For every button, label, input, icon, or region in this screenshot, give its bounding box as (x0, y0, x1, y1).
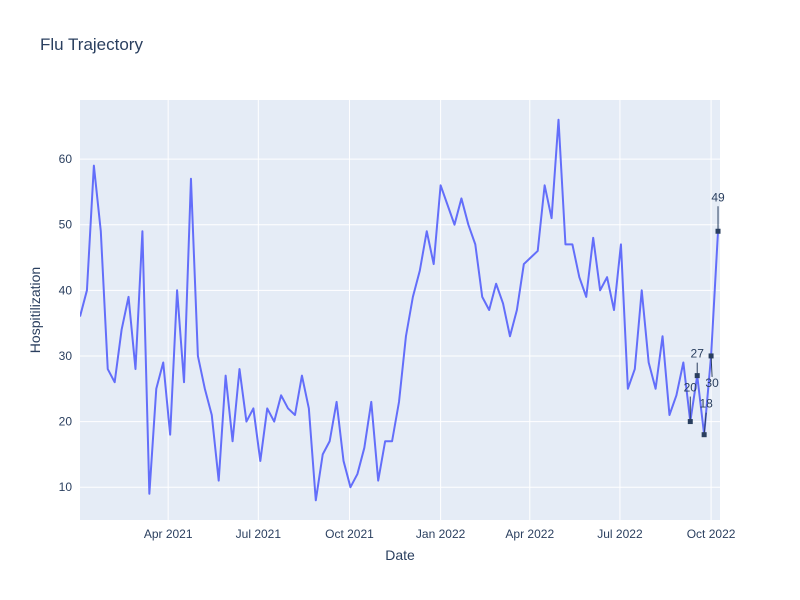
y-tick-label: 60 (59, 152, 73, 166)
annotation-label: 49 (711, 190, 725, 204)
x-tick-label: Apr 2021 (144, 527, 193, 541)
annotation-label: 20 (684, 381, 698, 395)
x-tick-label: Oct 2022 (687, 527, 736, 541)
y-tick-label: 50 (59, 218, 73, 232)
y-tick-label: 30 (59, 349, 73, 363)
x-axis-title: Date (385, 547, 415, 563)
annotation-label: 18 (699, 397, 713, 411)
x-axis-ticks: Apr 2021 Jul 2021 Oct 2021 Jan 2022 Apr 2022… (144, 527, 736, 541)
annotation-arrow (703, 412, 707, 435)
annotation-label: 27 (691, 347, 705, 361)
annotation-layer: 20 27 18 30 49 (684, 190, 725, 435)
x-tick-label: Jul 2021 (236, 527, 282, 541)
annotation-label: 30 (705, 376, 719, 390)
y-tick-label: 10 (59, 480, 73, 494)
y-tick-label: 40 (59, 283, 73, 297)
series-layer (80, 118, 720, 502)
y-axis-ticks: 10 20 30 40 50 60 (59, 152, 73, 494)
chart-title: Flu Trajectory (40, 35, 143, 54)
y-tick-label: 20 (59, 415, 73, 429)
x-tick-label: Jan 2022 (416, 527, 466, 541)
x-tick-label: Oct 2021 (325, 527, 374, 541)
x-tick-label: Jul 2022 (597, 527, 643, 541)
y-axis-title: Hospitilization (27, 267, 43, 353)
x-tick-label: Apr 2022 (505, 527, 554, 541)
series-line (80, 118, 720, 502)
annotation-arrow (710, 355, 713, 377)
